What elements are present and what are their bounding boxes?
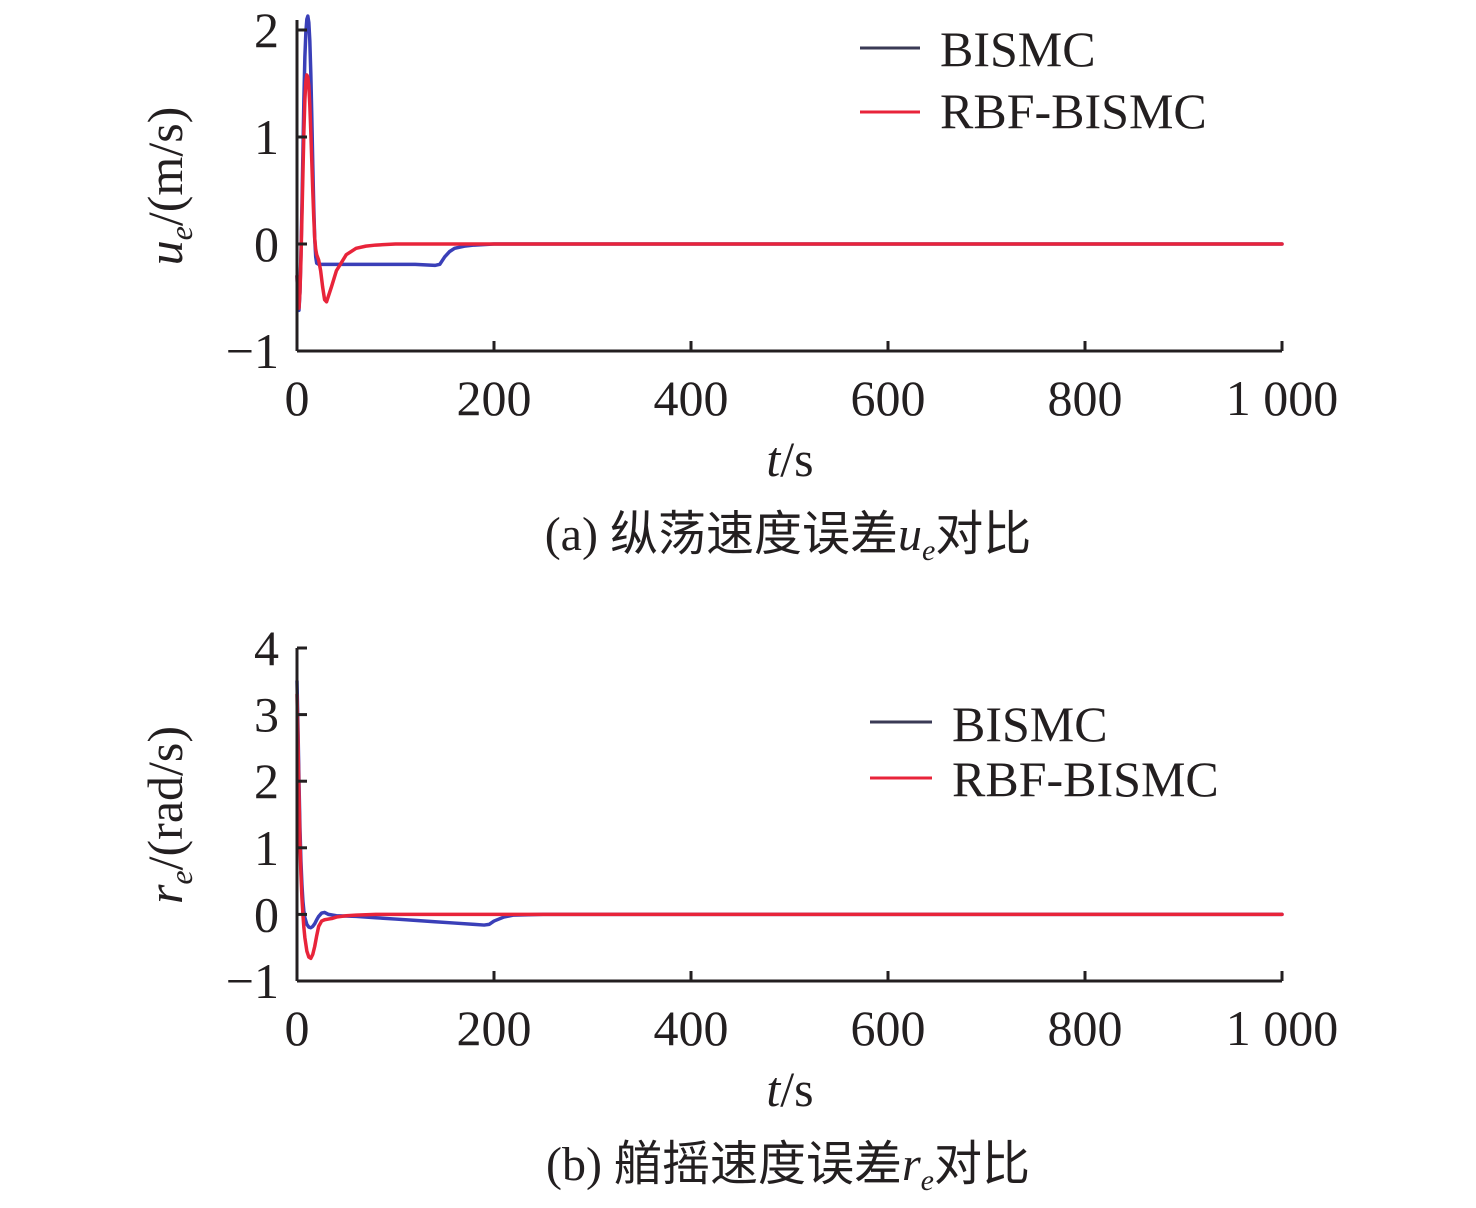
y-tick-label: 1 <box>254 820 279 876</box>
x-axis-title-b: t/s <box>766 1061 813 1117</box>
y-ticks-b: −1 0 1 2 3 4 <box>226 620 307 1009</box>
caption-sub-a: e <box>922 534 935 567</box>
y-tick-label: 0 <box>254 886 279 942</box>
y-tick-label: −1 <box>226 953 279 1009</box>
y-axis-sub-a: e <box>163 226 199 240</box>
legend-label-bismc-b: BISMC <box>952 696 1108 752</box>
x-axis-unit-a: /s <box>780 431 813 487</box>
x-tick-label: 0 <box>285 370 310 426</box>
axes-b <box>295 648 1282 983</box>
legend-label-rbf-bismc-a: RBF-BISMC <box>940 83 1207 139</box>
x-tick-label: 800 <box>1048 1000 1123 1056</box>
caption-prefix-a: (a) 纵荡速度误差 <box>545 508 898 561</box>
y-tick-label: 2 <box>254 753 279 809</box>
caption-sub-b: e <box>921 1164 934 1197</box>
legend-label-rbf-bismc-b: RBF-BISMC <box>952 751 1219 807</box>
x-tick-label: 400 <box>654 1000 729 1056</box>
x-tick-label: 800 <box>1048 370 1123 426</box>
x-axis-var-a: t <box>766 431 781 487</box>
x-ticks-a: 0 200 400 600 800 1 000 <box>285 341 1339 426</box>
x-tick-label: 600 <box>851 1000 926 1056</box>
x-tick-label: 1 000 <box>1226 370 1339 426</box>
plot-lines-b <box>295 679 1284 961</box>
legend-b: BISMC RBF-BISMC <box>870 696 1219 807</box>
y-axis-unit-a: /(m/s) <box>137 107 193 226</box>
caption-b: (b) 艏摇速度误差re对比 <box>546 1138 1030 1197</box>
series-line-rbf-bismc <box>295 73 1284 310</box>
y-axis-unit-b: /(rad/s) <box>137 726 193 870</box>
x-tick-label: 0 <box>285 1000 310 1056</box>
y-axis-var-a: u <box>137 240 193 265</box>
y-tick-label: 1 <box>254 109 279 165</box>
series-line-bismc <box>295 14 1284 313</box>
y-tick-label: 3 <box>254 687 279 743</box>
legend-a: BISMC RBF-BISMC <box>860 21 1207 139</box>
caption-prefix-b: (b) 艏摇速度误差 <box>546 1138 902 1191</box>
x-tick-label: 600 <box>851 370 926 426</box>
y-axis-title-a: ue/(m/s) <box>137 107 199 266</box>
caption-suffix-b: 对比 <box>934 1138 1030 1191</box>
y-tick-label: 2 <box>254 2 279 58</box>
caption-suffix-a: 对比 <box>935 508 1031 561</box>
x-tick-label: 400 <box>654 370 729 426</box>
x-tick-label: 1 000 <box>1226 1000 1339 1056</box>
plot-lines-a <box>295 14 1284 313</box>
y-axis-title-b: re/(rad/s) <box>137 726 199 904</box>
y-tick-label: 4 <box>254 620 279 676</box>
y-axis-sub-b: e <box>163 870 199 884</box>
x-axis-unit-b: /s <box>780 1061 813 1117</box>
legend-label-bismc-a: BISMC <box>940 21 1096 77</box>
x-tick-label: 200 <box>457 1000 532 1056</box>
caption-symbol-b: r <box>902 1138 921 1191</box>
y-tick-label: 0 <box>254 216 279 272</box>
caption-symbol-a: u <box>898 508 922 561</box>
y-axis-var-b: r <box>137 884 193 904</box>
caption-a: (a) 纵荡速度误差ue对比 <box>545 508 1032 567</box>
y-tick-label: −1 <box>226 323 279 379</box>
x-tick-label: 200 <box>457 370 532 426</box>
x-axis-title-a: t/s <box>766 431 813 487</box>
x-ticks-b: 0 200 400 600 800 1 000 <box>285 971 1339 1056</box>
axes-a <box>295 20 1282 353</box>
series-line-rbf-bismc <box>295 692 1284 961</box>
x-axis-var-b: t <box>766 1061 781 1117</box>
y-ticks-a: −1 0 1 2 <box>226 2 307 379</box>
